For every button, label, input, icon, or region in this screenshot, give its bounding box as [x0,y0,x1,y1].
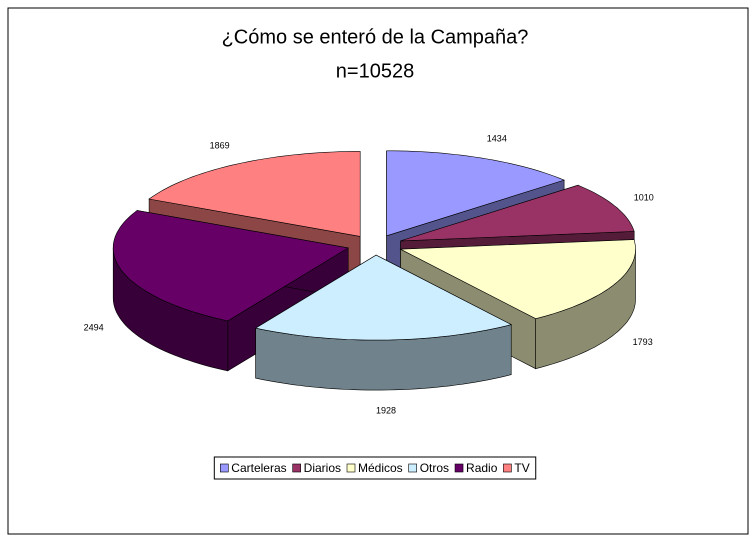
data-label: 1869 [210,141,230,151]
legend-label: TV [514,461,529,475]
legend-swatch [292,463,301,473]
slice-top [386,150,565,237]
legend-swatch [503,463,512,473]
data-label: 1793 [633,337,653,347]
legend-box [213,456,537,480]
slice-top [399,239,636,320]
legend-label: Diarios [304,461,341,475]
chart-title: ¿Cómo se enteró de la Campaña? [222,26,529,48]
legend-swatch [346,463,356,473]
data-label: 1434 [487,133,507,143]
legend-label: Médicos [358,461,403,475]
data-label: 1928 [376,406,396,416]
slice [254,254,513,391]
slice-top [400,184,635,242]
legend-label: Carteleras [231,461,286,475]
data-label: 2494 [84,323,104,333]
slice-top [112,210,350,322]
legend-swatch [454,463,464,473]
legend: Carteleras Diarios Médicos Otros Radio TV [213,456,537,480]
slice-top [254,254,513,341]
legend-label: Otros [420,461,449,475]
chart-subtitle: n=10528 [336,60,414,82]
slice-top [148,151,361,237]
legend-swatch [408,463,417,473]
legend-swatch [220,463,229,473]
legend-label: Radio [466,461,498,475]
data-label: 1010 [634,193,654,203]
